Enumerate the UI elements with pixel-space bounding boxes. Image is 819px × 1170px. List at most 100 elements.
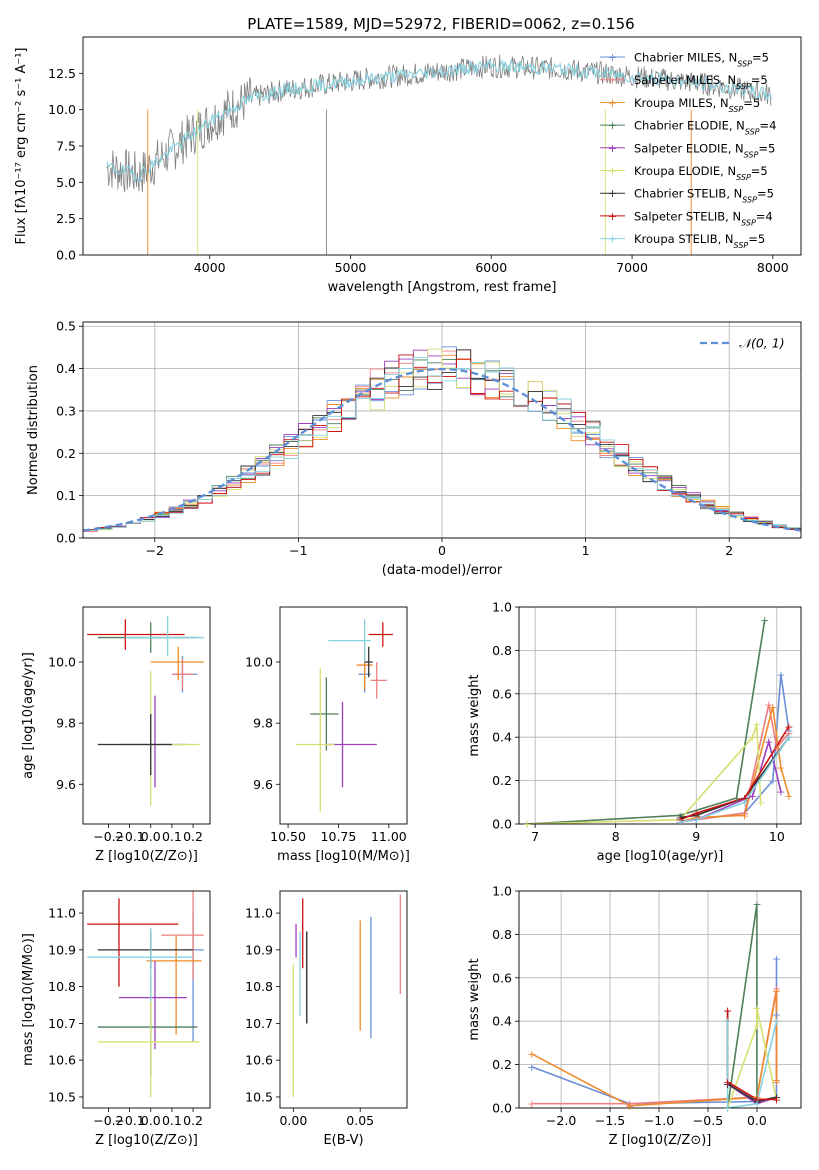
x-tick-label: −1.0 [644, 1113, 674, 1128]
x-tick-label: 0.05 [346, 1113, 374, 1128]
weight-marker: + [772, 952, 781, 965]
legend-label: Chabrier MILES, NSSP=5 [634, 51, 769, 69]
x-tick-label: −0.2 [93, 829, 123, 844]
weight-marker: + [676, 809, 685, 822]
x-tick-label: −0.5 [693, 1113, 723, 1128]
weight-marker: + [676, 816, 685, 829]
y-tick-label: 10.8 [245, 979, 273, 994]
y-tick-label: 7.5 [56, 139, 76, 154]
y-tick-label: 10.0 [48, 102, 76, 117]
x-tick-label: −0.1 [114, 829, 144, 844]
y-axis-label: mass weight [467, 958, 482, 1040]
x-tick-label: −2 [146, 543, 164, 558]
y-axis-label: mass [log10(M/M⊙)] [21, 933, 36, 1066]
x-tick-label: 10.75 [321, 829, 357, 844]
x-tick-label: 8000 [757, 260, 789, 275]
weight-line [726, 1021, 778, 1108]
weight-marker: + [625, 1098, 634, 1111]
weight-marker: + [776, 762, 785, 775]
weight-marker: + [772, 1009, 781, 1022]
weight-marker: + [772, 1093, 781, 1106]
weight-marker: + [740, 809, 749, 822]
y-tick-label: 10.5 [48, 1089, 76, 1104]
weight-marker: + [625, 1098, 634, 1111]
legend-marker: + [608, 187, 617, 200]
weight-marker: + [772, 983, 781, 996]
x-tick-label: 7000 [616, 260, 648, 275]
weight-marker: + [723, 1102, 732, 1115]
y-tick-label: 10.6 [48, 1053, 76, 1068]
x-tick-label: 10 [769, 829, 785, 844]
legend-label: Kroupa ELODIE, NSSP=5 [634, 164, 768, 182]
y-tick-label: 9.6 [253, 777, 273, 792]
x-tick-label: −2.0 [546, 1113, 576, 1128]
panels: 4000 5000 6000 7000 80000.02.55.07.510.012.5… [14, 36, 802, 1148]
x-tick-label: 0.0 [747, 1113, 767, 1128]
y-tick-label: 0.2 [56, 446, 76, 461]
y-tick-label: 1.0 [492, 884, 512, 899]
x-tick-label: 0.2 [183, 829, 203, 844]
y-tick-label: 0.2 [492, 773, 512, 788]
weight-line [527, 619, 766, 824]
plot-area [83, 346, 801, 534]
axes-frame [82, 606, 211, 825]
weight-marker: + [676, 811, 685, 824]
weight-marker: + [752, 718, 761, 731]
plot-area [87, 616, 204, 806]
x-tick-label: −0.2 [93, 1113, 123, 1128]
axes-frame [279, 890, 408, 1109]
weight-marker: + [740, 792, 749, 805]
panel-mass-vs-ebv: 0.00 0.05 10.5 10.6 10.7 10.8 10.9 11.0 E(B-V) [245, 890, 408, 1148]
weight-marker: + [522, 818, 531, 831]
plot-area [106, 54, 772, 255]
weight-marker: + [692, 814, 701, 827]
weight-marker: + [764, 699, 773, 712]
y-tick-label: 0.8 [492, 927, 512, 942]
weight-marker: + [772, 1091, 781, 1104]
y-tick-label: 9.8 [56, 716, 76, 731]
weight-marker: + [760, 614, 769, 627]
legend: + Chabrier MILES, NSSP=5 + Salpeter MILES, … [600, 51, 776, 250]
y-tick-label: 10.7 [245, 1016, 273, 1031]
weight-marker: + [732, 792, 741, 805]
weight-marker: + [772, 1076, 781, 1089]
gaussian-curve [83, 367, 801, 532]
model-spectrum-line [106, 58, 772, 183]
weight-marker: + [723, 1102, 732, 1115]
x-axis-label: (data-model)/error [382, 563, 503, 578]
y-tick-label: 11.0 [48, 906, 76, 921]
x-axis-label: Z [log10(Z/Z⊙)] [609, 1133, 712, 1148]
weight-marker: + [784, 720, 793, 733]
weight-line [531, 958, 778, 1105]
legend-marker: + [608, 165, 617, 178]
y-tick-label: 0.8 [492, 643, 512, 658]
axes-frame [518, 890, 802, 1109]
panel-age-vs-Z: −0.2−0.10.0 0.1 0.2 9.6 9.8 10.0 Z [log10(Z/Z⊙… [21, 606, 211, 864]
y-tick-label: 10.6 [245, 1053, 273, 1068]
x-tick-label: 0 [438, 543, 446, 558]
weight-marker: + [756, 796, 765, 809]
y-tick-label: 10.9 [48, 942, 76, 957]
axes-frame [82, 890, 211, 1109]
weight-marker: + [752, 1091, 761, 1104]
y-tick-label: 0.1 [56, 488, 76, 503]
legend-marker: + [608, 119, 617, 132]
weight-marker: + [740, 796, 749, 809]
y-tick-label: 0.6 [492, 686, 512, 701]
weight-marker: + [764, 736, 773, 749]
panel-spectrum: 4000 5000 6000 7000 8000 0.0 2.5 5.0 7.5 10.0 12.5… [14, 36, 802, 295]
weight-marker: + [740, 807, 749, 820]
x-tick-label: −0.1 [114, 1113, 144, 1128]
legend-marker: + [608, 233, 617, 246]
weight-marker: + [784, 731, 793, 744]
panel-mass-weight-vs-age: 7 8 9 10 0.0 0.2 0.4 0.6 0.8 1.0 age [log10(age/yr… [467, 600, 802, 864]
x-axis-label: mass [log10(M/M⊙)] [277, 849, 410, 864]
weight-marker: + [740, 792, 749, 805]
y-tick-label: 10.7 [48, 1016, 76, 1031]
axes-frame [279, 606, 408, 825]
weight-marker: + [752, 1098, 761, 1111]
y-tick-label: 9.8 [253, 716, 273, 731]
legend-marker: + [608, 74, 617, 87]
x-tick-label: 4000 [194, 260, 226, 275]
panel-mass-weight-vs-Z: −2.0 −1.5 −1.0 −0.5 0.0 0.0 0.2 0.4 0.6 0.8 1.0 Z [… [467, 884, 802, 1148]
